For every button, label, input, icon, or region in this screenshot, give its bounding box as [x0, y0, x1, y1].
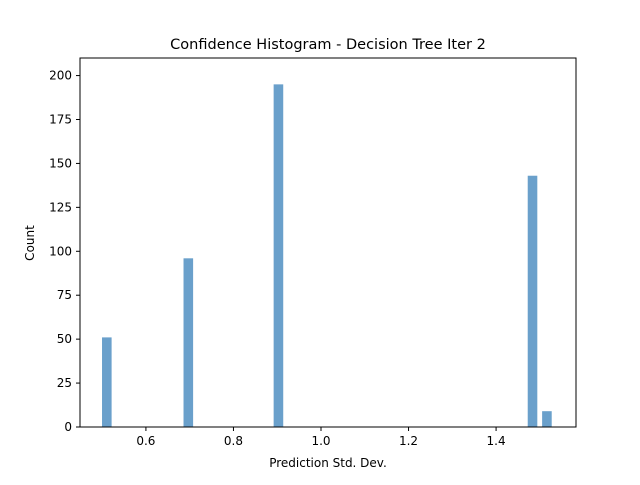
y-tick-label: 50	[57, 332, 72, 346]
x-tick-label: 1.0	[311, 434, 330, 448]
x-axis-label: Prediction Std. Dev.	[269, 456, 387, 470]
x-tick-label: 0.6	[136, 434, 155, 448]
histogram-bar-3	[273, 84, 284, 428]
y-tick-label: 200	[49, 69, 72, 83]
y-tick-label: 75	[57, 288, 72, 302]
y-axis-ticks: 0 25 50 75 100 125 150 175 200	[49, 69, 80, 434]
plot-frame	[79, 57, 577, 428]
x-tick-label: 0.8	[224, 434, 243, 448]
x-axis-ticks: 0.6 0.8 1.0 1.2 1.4	[136, 427, 506, 448]
histogram-bar-5	[542, 411, 552, 427]
y-tick-label: 175	[49, 113, 72, 127]
histogram-bar-4	[527, 175, 538, 427]
histogram-bar-1	[102, 337, 112, 427]
y-tick-label: 100	[49, 244, 72, 258]
histogram-bar-2	[183, 258, 194, 427]
y-tick-label: 25	[57, 376, 72, 390]
y-tick-label: 150	[49, 156, 72, 170]
x-tick-label: 1.4	[487, 434, 506, 448]
y-tick-label: 125	[49, 200, 72, 214]
bars-layer	[102, 84, 552, 428]
x-tick-label: 1.2	[399, 434, 418, 448]
chart-title: Confidence Histogram - Decision Tree Ite…	[170, 37, 486, 53]
y-tick-label: 0	[64, 420, 72, 434]
y-axis-label: Count	[23, 225, 37, 261]
